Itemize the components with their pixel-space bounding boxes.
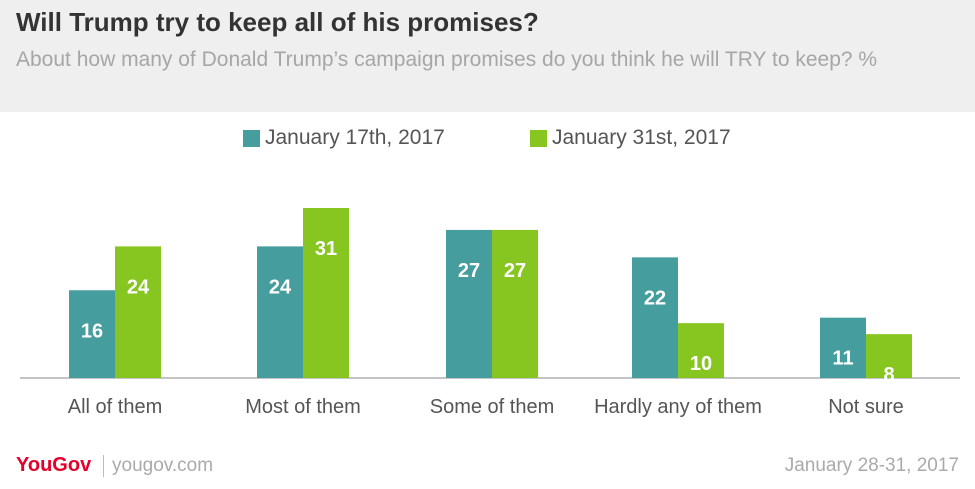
data-label-series-2-1: 31	[315, 238, 337, 260]
data-label-series-2-0: 24	[127, 276, 150, 298]
x-tick-label-3: Hardly any of them	[594, 396, 762, 418]
bar-series-1-4	[820, 317, 866, 378]
x-tick-label-1: Most of them	[245, 396, 361, 418]
data-label-series-1-2: 27	[458, 260, 480, 282]
legend-swatch-series-2	[530, 129, 547, 147]
data-label-series-1-3: 22	[644, 287, 666, 309]
chart-header: Will Trump try to keep all of his promis…	[0, 0, 975, 112]
data-label-series-1-1: 24	[269, 276, 292, 298]
chart-title: Will Trump try to keep all of his promis…	[16, 7, 539, 37]
legend-label-series-1: January 17th, 2017	[265, 126, 445, 149]
chart-legend: January 17th, 2017 January 31st, 2017	[0, 126, 975, 154]
data-label-series-2-4: 8	[883, 364, 894, 386]
bar-chart: 16 24 All of them 24 31 Most of them 27 27 Some …	[20, 208, 960, 418]
bar-series-1-2	[446, 229, 492, 378]
bar-series-1-0	[69, 290, 115, 378]
data-label-series-2-2: 27	[504, 260, 526, 282]
bar-series-2-2	[492, 229, 538, 378]
yougov-logo: YouGov	[16, 454, 92, 476]
bar-series-1-1	[257, 246, 303, 378]
legend-label-series-2: January 31st, 2017	[552, 126, 731, 149]
x-tick-label-4: Not sure	[828, 396, 904, 418]
data-label-series-2-3: 10	[690, 353, 712, 375]
footer-divider	[103, 455, 104, 477]
data-label-series-1-4: 11	[832, 348, 853, 370]
bar-series-2-1	[303, 208, 349, 378]
bar-series-1-3	[632, 257, 678, 378]
bar-series-2-0	[115, 246, 161, 378]
x-tick-label-0: All of them	[68, 396, 162, 418]
bar-series-2-3	[678, 323, 724, 378]
fieldwork-date: January 28-31, 2017	[784, 455, 959, 476]
chart-subtitle: About how many of Donald Trump’s campaig…	[16, 48, 878, 71]
data-label-series-1-0: 16	[81, 320, 103, 342]
legend-swatch-series-1	[243, 129, 260, 147]
legend-item-series-1: January 17th, 2017	[243, 126, 445, 150]
footer-url: yougov.com	[112, 455, 214, 476]
x-tick-label-2: Some of them	[430, 396, 555, 418]
footer: YouGov yougov.com January 28-31, 2017	[0, 452, 975, 482]
bar-series-2-4	[866, 334, 912, 378]
legend-item-series-2: January 31st, 2017	[530, 126, 731, 150]
